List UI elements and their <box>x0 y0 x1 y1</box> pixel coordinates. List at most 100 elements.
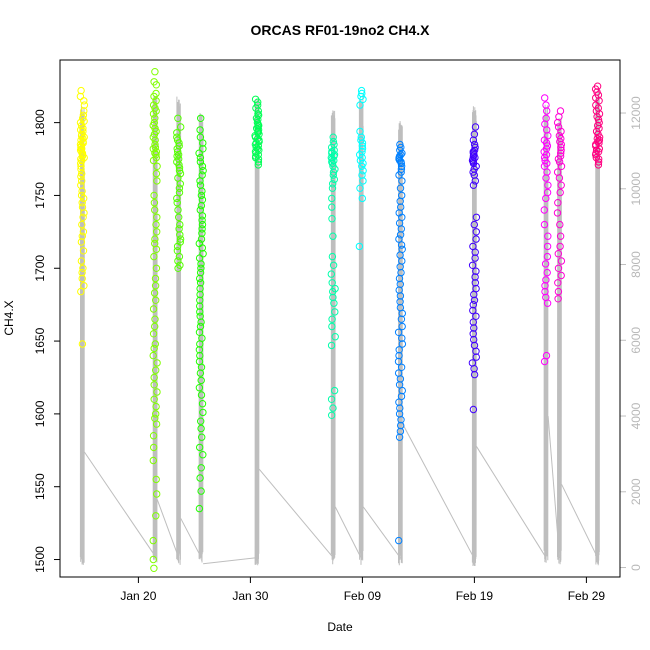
data-point <box>469 152 478 160</box>
data-point <box>149 351 157 360</box>
data-point <box>198 229 206 238</box>
data-point <box>554 264 563 272</box>
data-point <box>153 228 161 236</box>
altitude-flight-1 <box>79 106 85 565</box>
data-point <box>555 158 564 166</box>
altitude-connector-4 <box>203 557 258 565</box>
data-point <box>395 433 404 441</box>
data-point <box>80 107 88 115</box>
data-point <box>175 161 183 169</box>
data-point <box>151 143 160 152</box>
data-point <box>80 97 88 105</box>
data-point <box>471 177 479 185</box>
data-point <box>471 279 479 287</box>
data-point <box>196 308 204 316</box>
data-point <box>151 140 159 149</box>
data-point <box>149 555 158 564</box>
data-point <box>149 432 158 440</box>
data-point <box>592 146 601 155</box>
x-tick-label: Jan 20 <box>120 589 156 603</box>
data-point <box>176 180 185 188</box>
altitude-connector-2 <box>156 499 180 558</box>
data-point <box>355 242 364 251</box>
series-flight-2 <box>149 68 161 572</box>
data-point <box>197 201 206 210</box>
data-point <box>396 197 404 206</box>
y2-tick-label: 0 <box>629 564 643 571</box>
data-point <box>472 213 481 222</box>
data-point <box>556 242 564 251</box>
data-point <box>151 322 159 331</box>
data-point <box>358 194 366 203</box>
x-tick-label: Feb 29 <box>568 589 606 603</box>
data-point <box>195 149 203 157</box>
data-point <box>359 167 367 175</box>
data-point <box>327 270 335 278</box>
data-point <box>151 114 159 123</box>
data-point <box>199 145 207 153</box>
data-point <box>328 252 337 261</box>
series-flight-3 <box>173 114 185 272</box>
data-point <box>329 133 337 141</box>
data-point <box>197 264 205 272</box>
altitude-trace-layer <box>79 90 600 567</box>
data-point <box>396 184 405 192</box>
data-point <box>79 247 88 255</box>
data-point <box>542 174 550 182</box>
data-point <box>398 340 407 348</box>
altitude-flight-3 <box>176 96 182 565</box>
data-point <box>254 123 262 131</box>
data-point <box>173 129 181 137</box>
data-point <box>470 370 479 379</box>
data-point <box>78 340 87 348</box>
data-point <box>554 199 562 207</box>
data-point <box>594 158 603 166</box>
plot-frame <box>59 59 621 578</box>
data-point <box>329 171 337 179</box>
data-point <box>76 140 85 149</box>
data-point <box>152 296 160 304</box>
data-point <box>541 260 550 268</box>
x-tick-label: Feb 19 <box>456 589 494 603</box>
data-point <box>331 333 339 341</box>
data-point <box>198 400 207 408</box>
data-point <box>544 181 552 189</box>
data-point <box>176 235 185 243</box>
data-point <box>394 328 403 336</box>
data-point <box>80 209 88 217</box>
data-point <box>471 254 479 262</box>
data-point <box>470 290 478 299</box>
data-point <box>79 264 87 272</box>
altitude-connector-7 <box>362 506 401 559</box>
data-point <box>254 116 262 124</box>
data-points-layer <box>76 68 604 572</box>
data-point <box>540 206 548 214</box>
data-point <box>152 512 160 520</box>
data-point <box>77 155 85 163</box>
data-point <box>557 181 565 189</box>
data-point <box>149 305 158 313</box>
data-point <box>150 289 159 297</box>
series-flight-6 <box>327 133 339 419</box>
data-point <box>149 536 157 545</box>
data-point <box>198 216 206 224</box>
data-point <box>151 149 159 157</box>
data-point <box>152 410 160 418</box>
y-tick-label: 1500 <box>33 546 47 573</box>
data-point <box>543 252 552 261</box>
data-point <box>150 252 158 261</box>
data-point <box>196 474 204 482</box>
data-point <box>254 142 262 150</box>
altitude-connector-11 <box>561 483 599 558</box>
data-point <box>396 404 404 412</box>
data-point <box>152 264 161 272</box>
data-point <box>540 357 549 366</box>
data-point <box>197 417 205 425</box>
data-point <box>77 287 85 296</box>
data-point <box>472 267 480 275</box>
data-point <box>469 330 477 338</box>
data-point <box>77 238 86 246</box>
data-point <box>396 140 404 149</box>
data-point <box>542 276 550 284</box>
